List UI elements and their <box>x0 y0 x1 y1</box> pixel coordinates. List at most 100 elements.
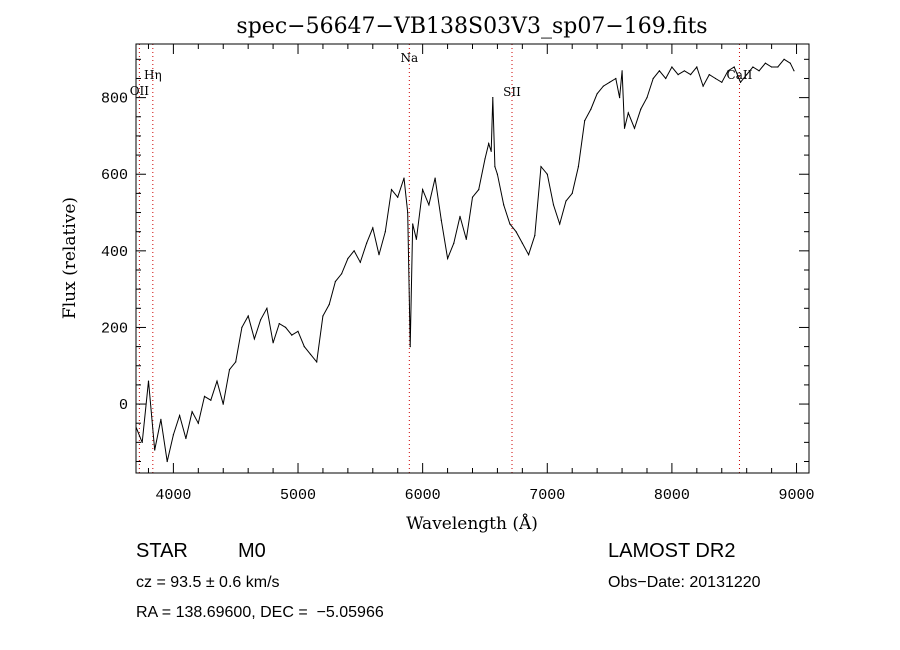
line-marker-label-3: SII <box>503 85 521 99</box>
spectrum-point <box>241 326 243 328</box>
spectrum-point <box>390 189 393 191</box>
spectrum-point <box>793 70 795 72</box>
spectrum-point <box>384 231 386 233</box>
spectrum-point <box>328 303 330 306</box>
y-tick-labels: 0 200 400 600 800 <box>101 91 128 414</box>
spectrum-point <box>260 319 262 321</box>
x-tick-labels: 4000 5000 6000 7000 8000 9000 <box>155 487 814 504</box>
spectrum-series <box>136 58 795 463</box>
spectrum-point <box>172 434 174 436</box>
spectrum-point <box>640 108 642 110</box>
spectrum-point <box>415 238 417 240</box>
spectrum-point <box>509 223 511 225</box>
spectrum-point <box>633 127 636 129</box>
spectrum-point <box>494 166 496 168</box>
redshift-velocity: cz = 93.5 ± 0.6 km/s <box>136 574 280 591</box>
spectrum-point <box>141 441 143 443</box>
spectrum-point <box>297 330 299 332</box>
spectrum-point <box>758 70 760 72</box>
spectrum-point <box>565 200 567 202</box>
spectrum-point <box>303 346 305 348</box>
spectrum-point <box>341 273 343 275</box>
object-subclass: M0 <box>238 540 266 562</box>
spectrum-point <box>316 361 318 363</box>
spectrum-point <box>596 93 598 95</box>
y-tick-label: 400 <box>101 244 128 261</box>
x-tick-label: 5000 <box>280 487 316 504</box>
spectrum-point <box>222 403 224 405</box>
spectrum-point <box>621 70 623 72</box>
spectrum-point <box>291 334 293 336</box>
line-marker-label-0: Hη <box>144 68 162 82</box>
y-tick-label: 600 <box>101 167 128 184</box>
survey-name: LAMOST DR2 <box>608 540 736 562</box>
spectrum-point <box>253 338 255 340</box>
spectrum-point <box>714 77 717 80</box>
spectrum-point <box>496 173 498 175</box>
spectrum-point <box>403 177 405 179</box>
spectrum-point <box>528 254 530 256</box>
spectrum-point <box>428 204 430 206</box>
spectrum-point <box>503 204 505 206</box>
chart-title: spec−56647−VB138S03V3_sp07−169.fits <box>236 14 707 39</box>
spectrum-point <box>366 242 368 244</box>
spectrum-point <box>378 254 380 256</box>
spectrum-line-0 <box>136 58 795 462</box>
spectrum-point <box>609 81 611 83</box>
spectrum-point <box>397 196 399 198</box>
spectrum-point <box>440 219 442 221</box>
spectrum-point <box>216 380 218 382</box>
spectrum-point <box>160 418 162 420</box>
spectrum-point <box>266 307 268 309</box>
spectral-line-markers: Hη OII Na SII CaII <box>130 44 753 473</box>
spectrum-point <box>478 189 480 191</box>
spectrum-point <box>623 127 626 129</box>
spectrum-point <box>658 70 661 72</box>
spectrum-point <box>727 70 729 72</box>
spectrum-point <box>322 315 324 317</box>
spectrum-point <box>407 211 409 214</box>
spectrum-point <box>409 346 411 348</box>
x-tick-label: 4000 <box>155 487 191 504</box>
spectrum-point <box>447 257 449 260</box>
spectrum-point <box>412 223 414 225</box>
x-axis-label: Wavelength (Å) <box>406 513 538 534</box>
spectrum-point <box>372 227 374 229</box>
spectrum-point <box>789 62 791 64</box>
spectrum-point <box>764 62 767 64</box>
spectrum-point <box>733 66 735 68</box>
spectrum-point <box>665 77 667 80</box>
spectrum-point <box>696 66 698 68</box>
spectrum-point <box>584 120 586 122</box>
spectrum-point <box>615 77 617 80</box>
spectrum-point <box>677 74 679 76</box>
spectrum-point <box>191 411 193 413</box>
spectrum-point <box>309 353 312 355</box>
spectrum-point <box>492 97 494 99</box>
spectrum-point <box>203 395 206 397</box>
spectrum-point <box>154 449 156 451</box>
spectrum-point <box>559 223 561 225</box>
spectrum-point <box>571 192 573 194</box>
x-tick-label: 8000 <box>654 487 690 504</box>
spectrum-point <box>534 234 536 237</box>
line-marker-label-2: Na <box>400 51 418 65</box>
x-tick-label: 6000 <box>405 487 441 504</box>
spectrum-point <box>671 66 673 68</box>
spectrum-point <box>783 58 785 60</box>
spectrum-point <box>272 342 274 344</box>
spectrum-point <box>484 158 486 160</box>
spectrum-point <box>646 97 648 99</box>
spectrum-point <box>619 97 621 99</box>
y-tick-label: 0 <box>119 397 128 414</box>
spectrum-point <box>210 399 212 401</box>
line-marker-label-1: OII <box>130 84 150 98</box>
spectrum-point <box>347 257 349 260</box>
spectrum-point <box>552 204 555 206</box>
spectrum-point <box>752 66 754 68</box>
axis-ticks <box>136 44 809 473</box>
y-axis-label: Flux (relative) <box>60 197 80 319</box>
spectrum-point <box>179 414 181 417</box>
spectrum-point <box>652 77 654 80</box>
